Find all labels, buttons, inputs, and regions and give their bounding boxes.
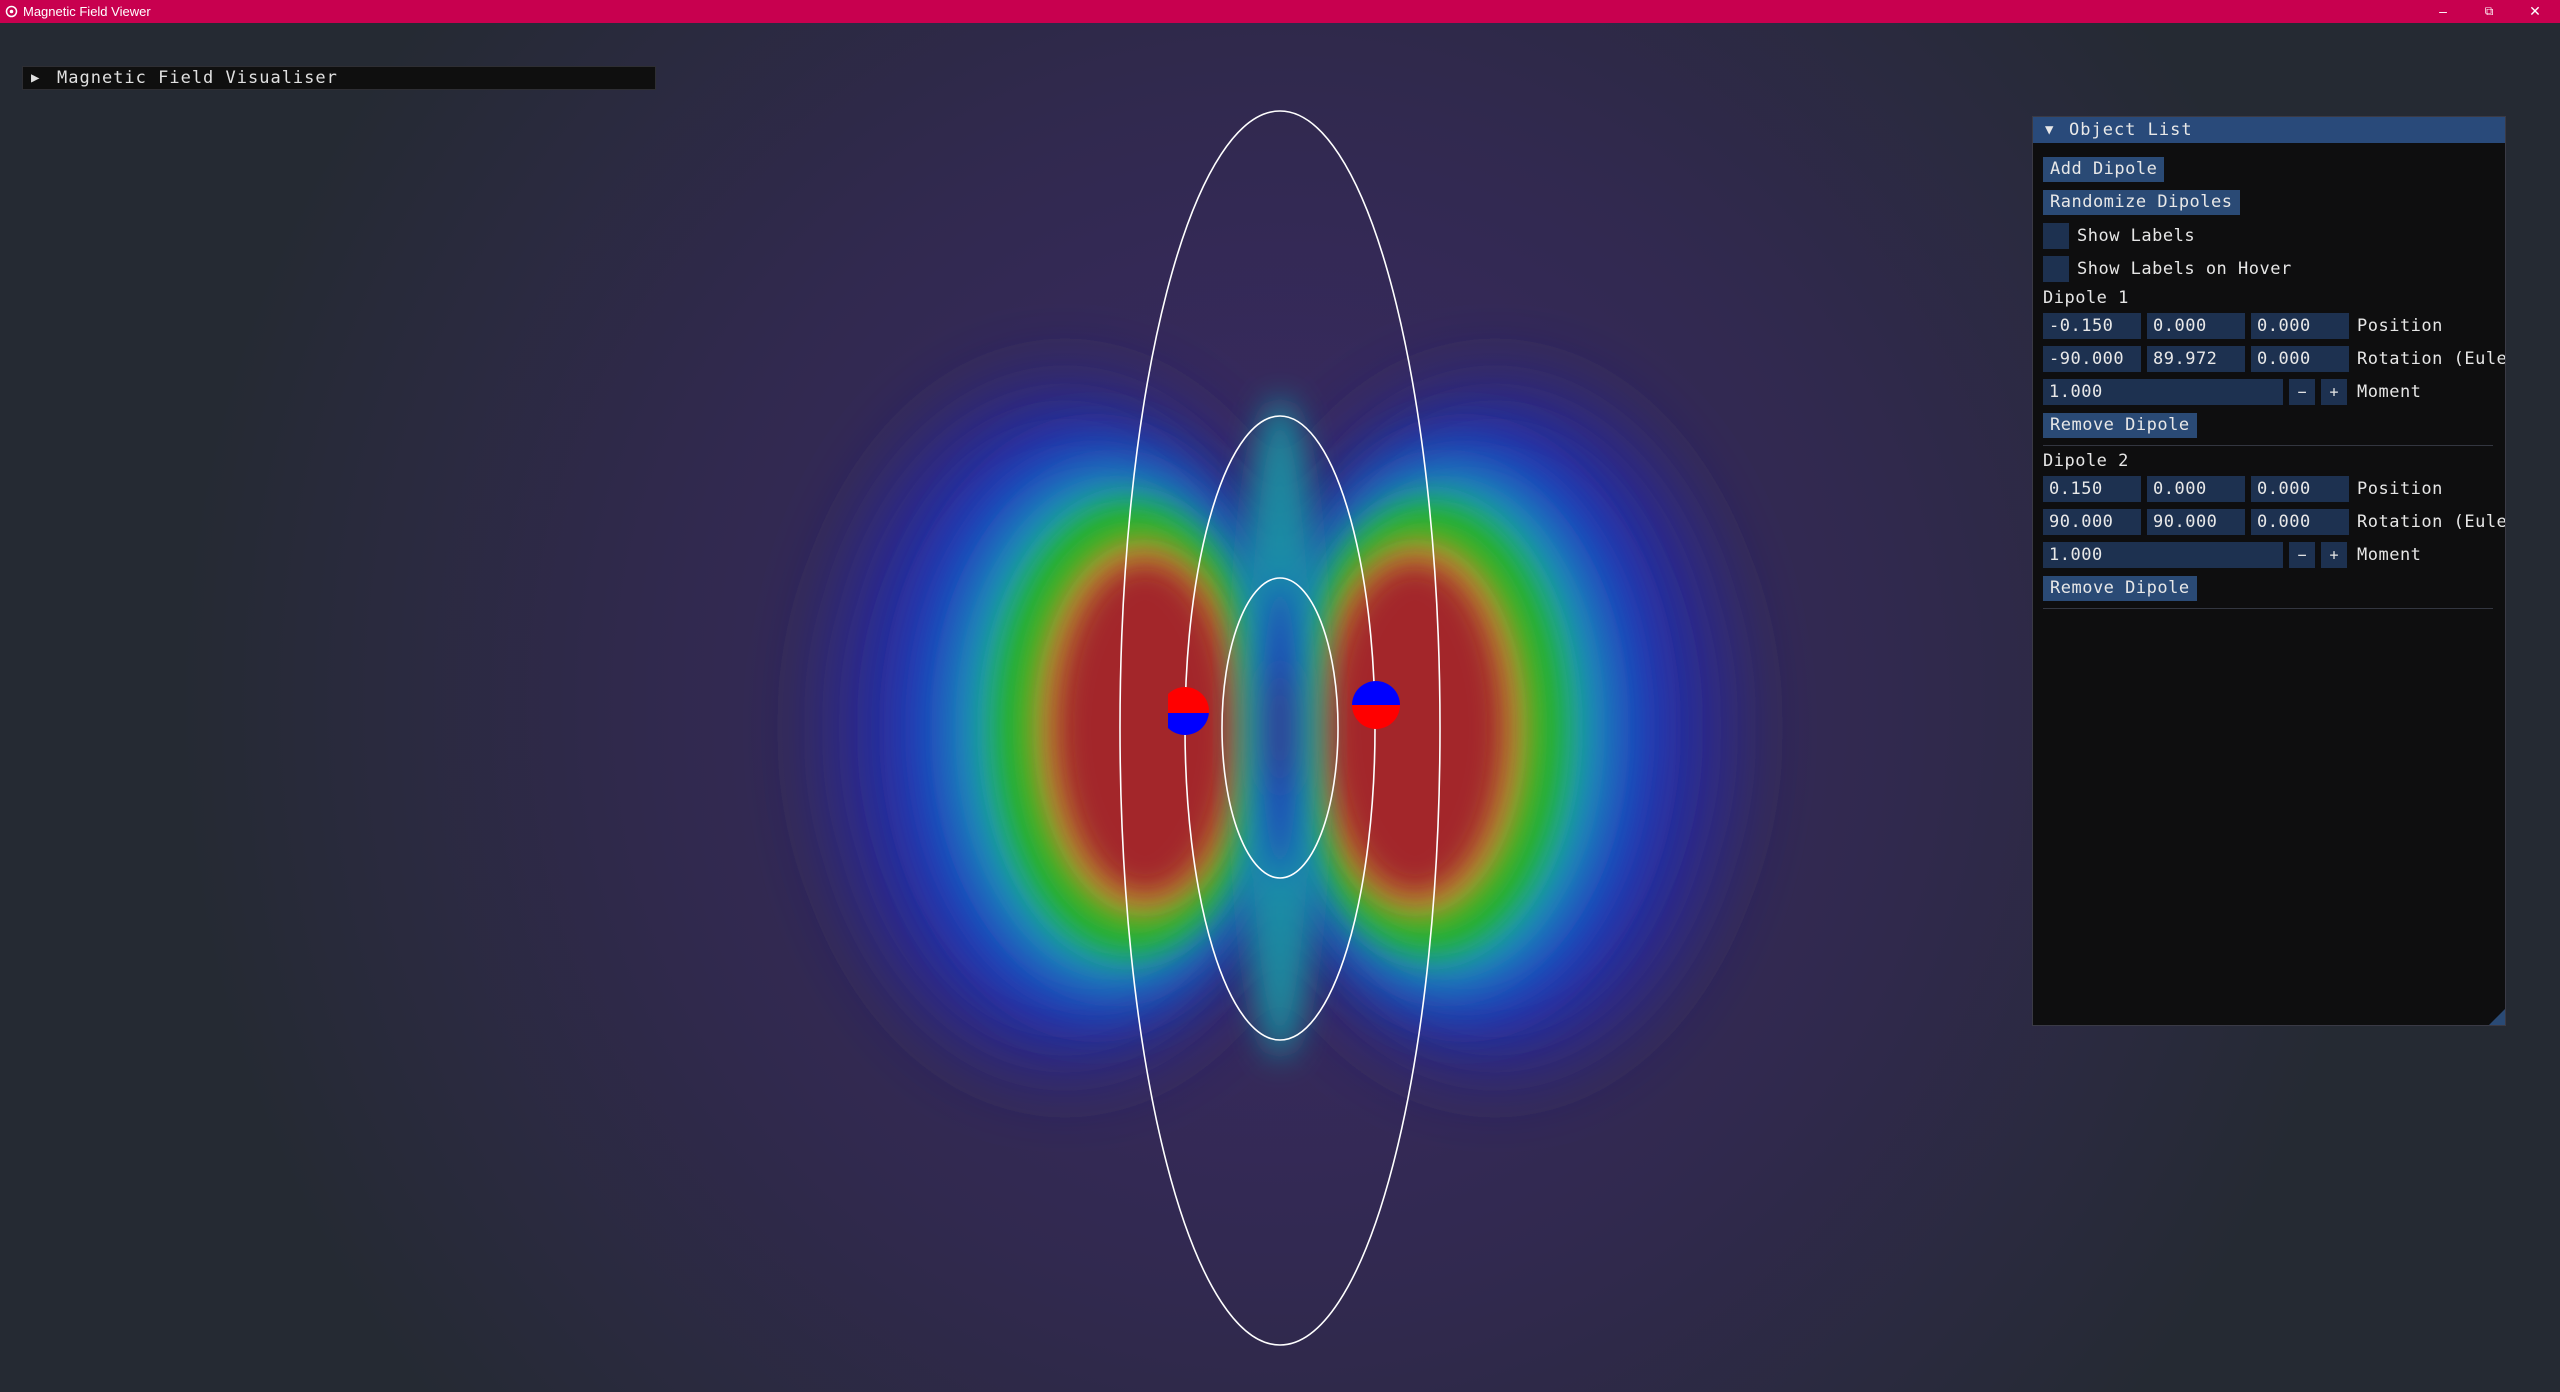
separator bbox=[2043, 445, 2493, 446]
visualiser-title: Magnetic Field Visualiser bbox=[57, 68, 338, 88]
show-labels-label: Show Labels bbox=[2077, 226, 2196, 246]
app-icon bbox=[5, 5, 18, 18]
dipole-1-moment-increment-button[interactable]: + bbox=[2321, 379, 2347, 405]
resize-grip-icon[interactable] bbox=[2489, 1009, 2505, 1025]
dipole-2-rotation-z[interactable]: 0.000 bbox=[2251, 509, 2349, 535]
field-visualization[interactable] bbox=[0, 23, 2560, 1392]
field-line-inner bbox=[1221, 577, 1339, 879]
dipole-1-moment-input[interactable]: 1.000 bbox=[2043, 379, 2283, 405]
dipole-1-position-label: Position bbox=[2357, 316, 2443, 336]
dipole-1-remove-button[interactable]: Remove Dipole bbox=[2043, 413, 2197, 438]
dipole-1-rotation-label: Rotation (Eule bbox=[2357, 349, 2505, 369]
dipole-2-marker[interactable] bbox=[1352, 681, 1400, 729]
dipole-2-moment-input[interactable]: 1.000 bbox=[2043, 542, 2283, 568]
show-labels-on-hover-checkbox[interactable] bbox=[2043, 256, 2069, 282]
dipole-1-position-y[interactable]: 0.000 bbox=[2147, 313, 2245, 339]
maximize-button[interactable]: ⧉ bbox=[2484, 4, 2494, 18]
collapse-arrow-icon[interactable]: ▼ bbox=[2045, 122, 2055, 138]
add-dipole-button[interactable]: Add Dipole bbox=[2043, 157, 2165, 182]
dipole-1-title: Dipole 1 bbox=[2043, 288, 2129, 308]
window-titlebar: Magnetic Field Viewer – ⧉ ✕ bbox=[0, 0, 2560, 23]
close-button[interactable]: ✕ bbox=[2529, 3, 2541, 19]
field-heatmap bbox=[830, 388, 1730, 1068]
dipole-2-rotation-x[interactable]: 90.000 bbox=[2043, 509, 2141, 535]
dipole-1-position-x[interactable]: -0.150 bbox=[2043, 313, 2141, 339]
dipole-2-moment-label: Moment bbox=[2357, 545, 2422, 565]
dipole-1-position-z[interactable]: 0.000 bbox=[2251, 313, 2349, 339]
window-title: Magnetic Field Viewer bbox=[23, 4, 151, 19]
separator bbox=[2043, 608, 2493, 609]
minimize-button[interactable]: – bbox=[2439, 3, 2447, 19]
dipole-2-moment-decrement-button[interactable]: − bbox=[2289, 542, 2315, 568]
dipole-2-rotation-y[interactable]: 90.000 bbox=[2147, 509, 2245, 535]
field-viewport[interactable] bbox=[0, 23, 2560, 1392]
dipole-1-moment-label: Moment bbox=[2357, 382, 2422, 402]
dipole-2-rotation-label: Rotation (Eule bbox=[2357, 512, 2505, 532]
show-labels-checkbox[interactable] bbox=[2043, 223, 2069, 249]
dipole-1-marker[interactable] bbox=[1161, 687, 1209, 735]
dipole-2-remove-button[interactable]: Remove Dipole bbox=[2043, 576, 2197, 601]
dipole-2-position-x[interactable]: 0.150 bbox=[2043, 476, 2141, 502]
dipole-2-title: Dipole 2 bbox=[2043, 451, 2129, 471]
object-list-titlebar[interactable]: ▼ Object List bbox=[2033, 117, 2505, 143]
dipole-1-rotation-y[interactable]: 89.972 bbox=[2147, 346, 2245, 372]
object-list-window[interactable]: ▼ Object List Add Dipole Randomize Dipol… bbox=[2032, 116, 2506, 1026]
dipole-2-position-y[interactable]: 0.000 bbox=[2147, 476, 2245, 502]
dipole-1-moment-decrement-button[interactable]: − bbox=[2289, 379, 2315, 405]
dipole-2-position-z[interactable]: 0.000 bbox=[2251, 476, 2349, 502]
visualiser-window-header[interactable]: ▶ Magnetic Field Visualiser bbox=[22, 66, 656, 90]
show-labels-on-hover-label: Show Labels on Hover bbox=[2077, 259, 2292, 279]
randomize-dipoles-button[interactable]: Randomize Dipoles bbox=[2043, 190, 2240, 215]
field-line-outer bbox=[1119, 110, 1441, 1346]
dipole-1-rotation-z[interactable]: 0.000 bbox=[2251, 346, 2349, 372]
dipole-2-moment-increment-button[interactable]: + bbox=[2321, 542, 2347, 568]
object-list-title: Object List bbox=[2069, 120, 2193, 140]
dipole-2-position-label: Position bbox=[2357, 479, 2443, 499]
dipole-1-rotation-x[interactable]: -90.000 bbox=[2043, 346, 2141, 372]
collapse-arrow-icon[interactable]: ▶ bbox=[31, 70, 40, 86]
